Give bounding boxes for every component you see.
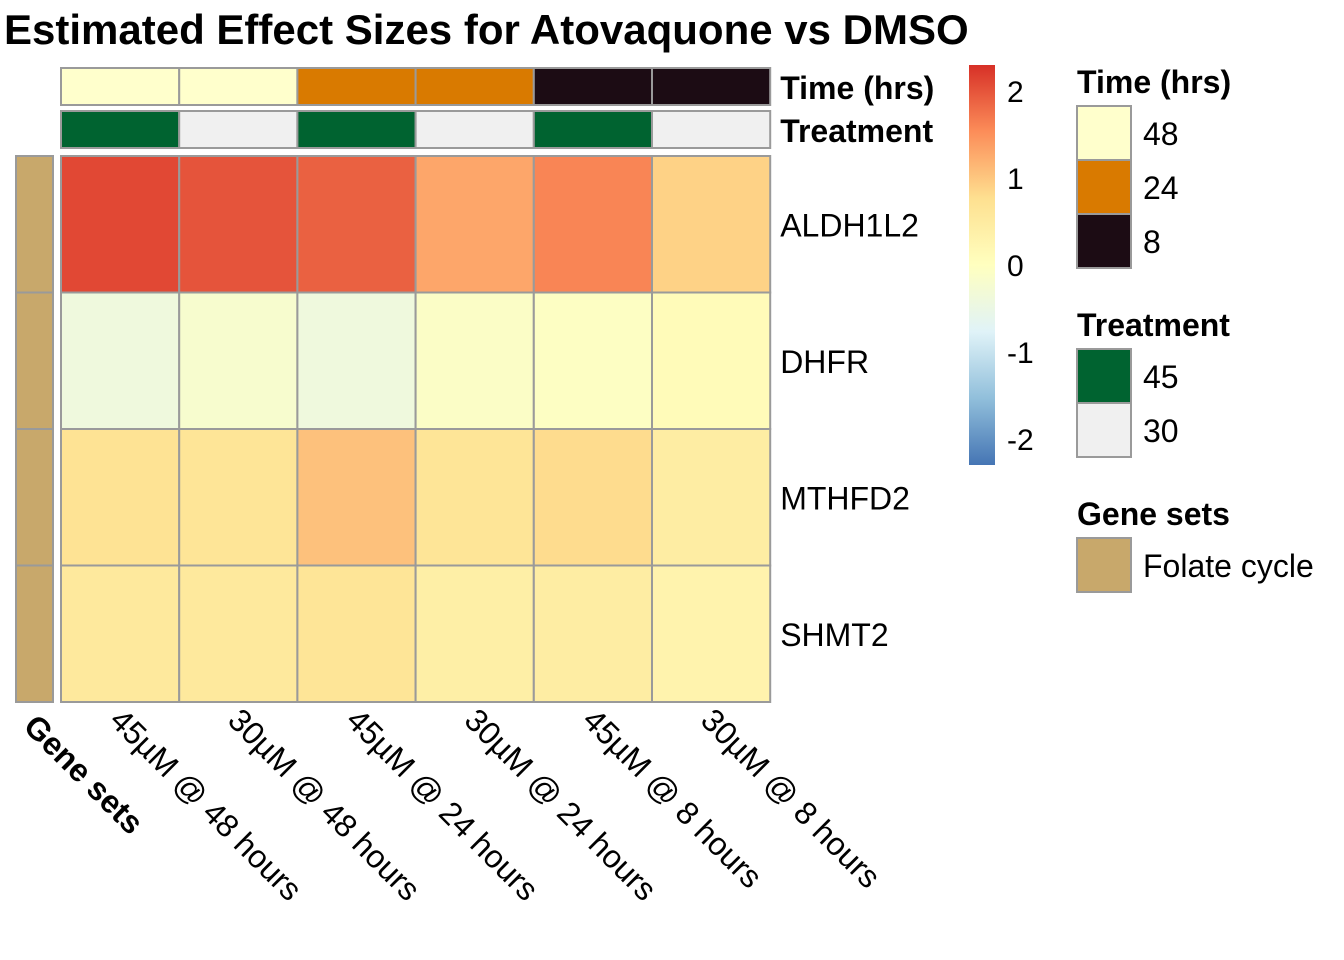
annotation-cell-time-hrs--2: [178, 67, 299, 106]
color-scale-tick-3: 0: [1007, 250, 1024, 283]
heatmap-cell-aldh1l2-5: [532, 155, 653, 294]
annotation-cell-time-hrs--1: [60, 67, 181, 106]
row-annotation-cell-4: [15, 564, 54, 703]
heatmap-cell-dhfr-5: [532, 291, 653, 430]
heatmap-cell-aldh1l2-2: [178, 155, 299, 294]
legend-label-treatment-1: 45: [1143, 359, 1179, 395]
legends: Time (hrs) 48 24 8 Treatment 45 30 Gene sets Fol…: [1076, 64, 1314, 593]
legend-swatch-time-hrs-3: [1076, 213, 1132, 269]
heatmap-cell-dhfr-4: [414, 291, 535, 430]
legend-label-time-hrs-1: 48: [1143, 116, 1179, 152]
heatmap-cell-mthfd2-6: [651, 428, 772, 567]
legend-label-time-hrs-3: 8: [1143, 224, 1161, 260]
annotation-cell-treatment-5: [532, 110, 653, 149]
heatmap-cell-aldh1l2-1: [60, 155, 181, 294]
annotation-cell-time-hrs--4: [414, 67, 535, 106]
legend-swatch-treatment-2: [1076, 402, 1132, 458]
legend-label-time-hrs-2: 24: [1143, 170, 1179, 206]
legend-swatch-gene-sets-1: [1076, 537, 1132, 593]
heatmap-cell-aldh1l2-6: [651, 155, 772, 294]
legend-title-time-hrs: Time (hrs): [1077, 64, 1231, 100]
heatmap-cell-shmt2-3: [296, 564, 417, 703]
annotation-cell-time-hrs--6: [651, 67, 772, 106]
heatmap-cells: [60, 155, 772, 703]
color-scale-tick-5: -2: [1007, 424, 1034, 457]
heatmap-cell-dhfr-2: [178, 291, 299, 430]
heatmap-cell-dhfr-3: [296, 291, 417, 430]
annotation-cell-treatment-4: [414, 110, 535, 149]
heatmap-cell-dhfr-6: [651, 291, 772, 430]
legend-title-treatment: Treatment: [1077, 307, 1230, 343]
legend-label-gene-sets-1: Folate cycle: [1143, 548, 1314, 584]
heatmap-cell-mthfd2-5: [532, 428, 653, 567]
heatmap-cell-mthfd2-2: [178, 428, 299, 567]
row-annotation-bar: [15, 155, 54, 703]
color-scale-bar: [969, 65, 995, 465]
annotation-cell-treatment-2: [178, 110, 299, 149]
annotation-cell-treatment-1: [60, 110, 181, 149]
legend-swatch-time-hrs-1: [1076, 105, 1132, 161]
legend-label-treatment-2: 30: [1143, 413, 1179, 449]
heatmap-cell-mthfd2-3: [296, 428, 417, 567]
legend-swatch-treatment-1: [1076, 348, 1132, 404]
color-scale-tick-2: 1: [1007, 163, 1024, 196]
row-label-aldh1l2: ALDH1L2: [780, 207, 919, 243]
heatmap-cell-shmt2-5: [532, 564, 653, 703]
annotation-label-treatment: Treatment: [780, 113, 933, 149]
color-scale: 2 1 0 -1 -2: [969, 65, 1034, 465]
heatmap-cell-shmt2-6: [651, 564, 772, 703]
row-label-mthfd2: MTHFD2: [780, 480, 910, 516]
annotation-cell-treatment-3: [296, 110, 417, 149]
row-annotation-cell-2: [15, 291, 54, 430]
row-label-shmt2: SHMT2: [780, 617, 888, 653]
annotation-cell-treatment-6: [651, 110, 772, 149]
heatmap-cell-shmt2-4: [414, 564, 535, 703]
heatmap-cell-aldh1l2-4: [414, 155, 535, 294]
color-scale-tick-1: 2: [1007, 76, 1024, 109]
color-scale-tick-4: -1: [1007, 337, 1034, 370]
column-annotation-bars: Time (hrs) Treatment: [60, 67, 934, 149]
heatmap-cell-mthfd2-4: [414, 428, 535, 567]
heatmap-cell-aldh1l2-3: [296, 155, 417, 294]
annotation-cell-time-hrs--5: [532, 67, 653, 106]
heatmap-cell-shmt2-2: [178, 564, 299, 703]
heatmap-cell-mthfd2-1: [60, 428, 181, 567]
heatmap-cell-dhfr-1: [60, 291, 181, 430]
legend-swatch-time-hrs-2: [1076, 159, 1132, 215]
annotation-label-time-hrs-: Time (hrs): [780, 70, 934, 106]
row-annotation-cell-3: [15, 428, 54, 567]
chart-title: Estimated Effect Sizes for Atovaquone vs…: [4, 6, 969, 53]
annotation-cell-time-hrs--3: [296, 67, 417, 106]
heatmap-cell-shmt2-1: [60, 564, 181, 703]
row-annotation-cell-1: [15, 155, 54, 294]
legend-title-gene-sets: Gene sets: [1077, 496, 1230, 532]
row-label-dhfr: DHFR: [780, 344, 869, 380]
